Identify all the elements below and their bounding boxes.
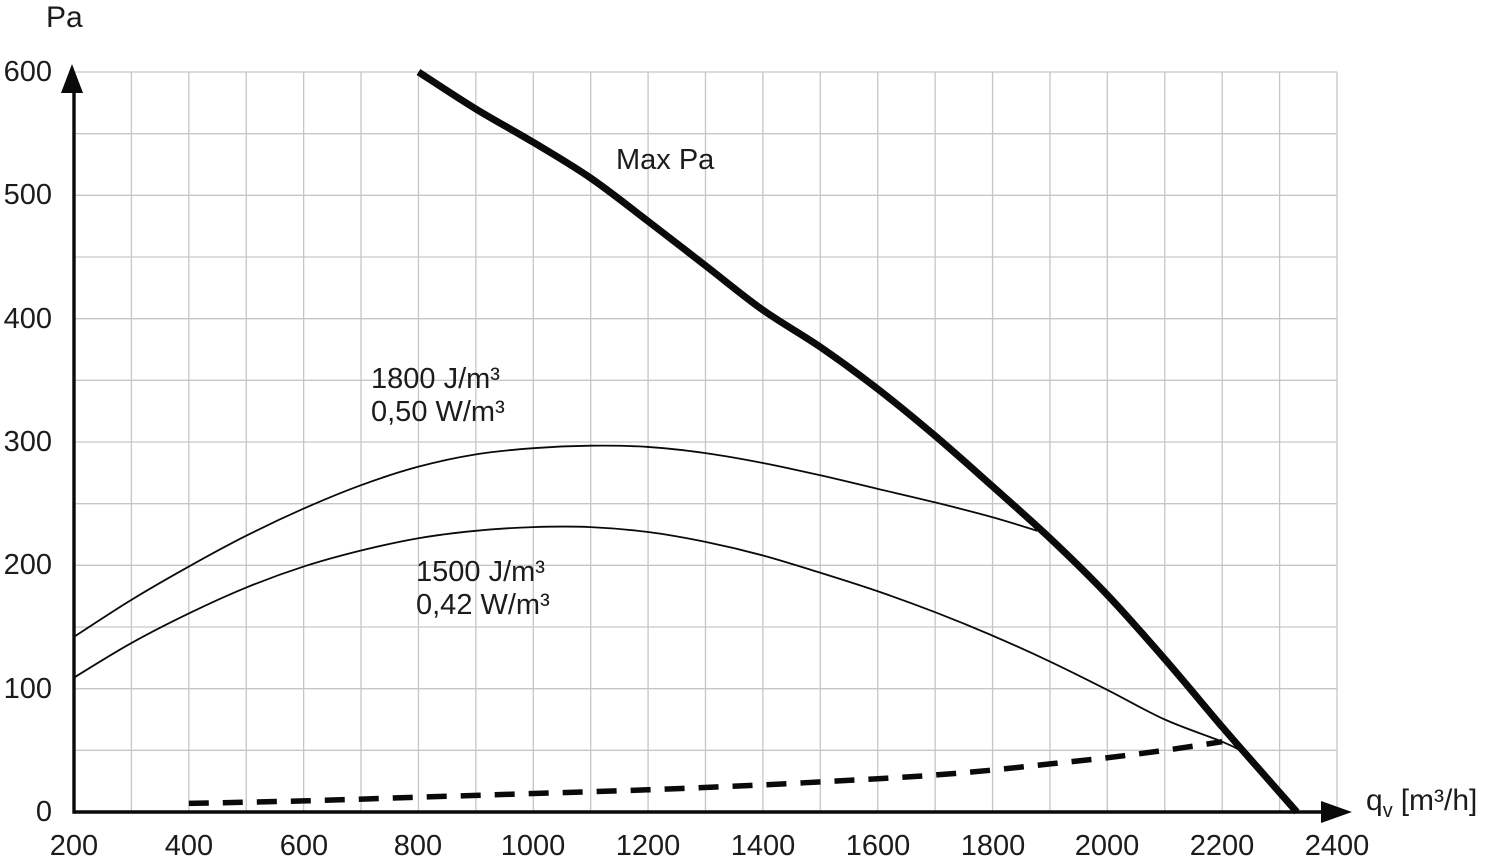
y-tick-label: 200 [3,549,52,581]
curve-1800 [73,444,1038,638]
x-tick-label: 1400 [730,830,796,862]
y-tick-label: 0 [35,796,52,828]
x-axis-title: qv [m³/h] [1366,784,1478,821]
axes [72,88,1332,814]
plot-grid [74,71,1338,812]
x-tick-label: 400 [164,830,214,862]
curve-label-1500: 1500 J/m³ 0,42 W/m³ [416,556,550,622]
x-tick-label: 600 [279,830,329,862]
x-tick-label: 2200 [1189,830,1255,862]
curve-label-max-pa: Max Pa [616,144,715,176]
x-axis-arrowhead [1321,801,1352,823]
x-tick-label: 1600 [845,830,911,862]
y-axis-title: Pa [46,1,83,34]
curve-label-1800-energy: 1800 J/m³ [371,363,500,395]
x-axis-unit: [m³/h] [1400,784,1478,817]
curve-label-1500-energy: 1500 J/m³ [416,556,545,588]
y-tick-label: 500 [3,179,52,211]
y-tick-label: 300 [3,426,52,458]
x-tick-label: 800 [393,830,443,862]
curve-label-1500-power: 0,42 W/m³ [416,589,550,621]
curve-1500 [73,525,1246,754]
x-tick-label: 1200 [615,830,681,862]
x-axis-symbol: q [1366,784,1383,817]
max-pa-curve [416,69,1300,815]
y-axis-arrowhead [61,64,83,93]
y-tick-label: 400 [3,303,52,335]
min-curve-dashed [188,738,1223,807]
y-tick-label: 100 [3,673,52,705]
y-tick-label: 600 [3,56,52,88]
x-tick-label: 1800 [960,830,1026,862]
x-tick-label: 1000 [500,830,566,862]
curve-label-1800: 1800 J/m³ 0,50 W/m³ [371,363,505,429]
curve-label-1800-power: 0,50 W/m³ [371,396,505,428]
x-tick-label: 2400 [1304,830,1370,862]
x-axis-subscript: v [1382,800,1393,822]
x-tick-label: 2000 [1074,830,1140,862]
x-tick-label: 200 [49,830,99,862]
